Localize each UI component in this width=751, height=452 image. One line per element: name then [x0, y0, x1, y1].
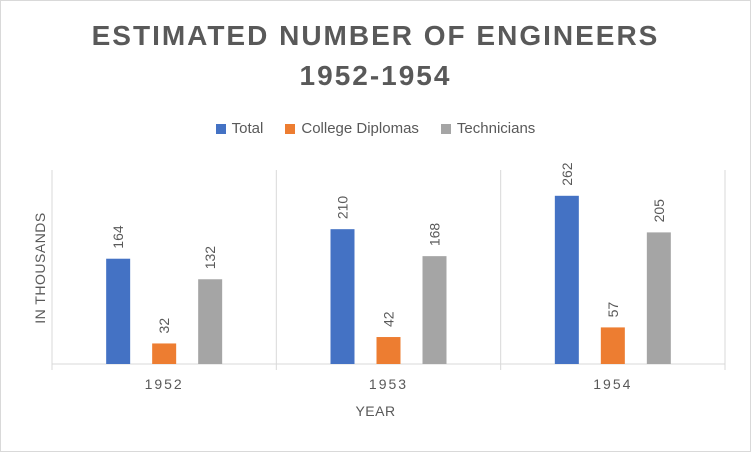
data-label-technicians-1953: 168	[427, 223, 443, 247]
bar-college-diplomas-1954	[600, 327, 625, 364]
legend-item-total: Total	[215, 120, 264, 137]
data-label-technicians-1954: 205	[651, 199, 667, 223]
bar-college-diplomas-1953	[376, 337, 401, 364]
x-tick-label-1954: 1954	[593, 376, 632, 392]
data-label-total-1953: 210	[335, 196, 351, 220]
y-axis-label: IN THOUSANDS	[32, 212, 48, 324]
chart-legend: Total College Diplomas Technicians	[0, 120, 751, 137]
bar-total-1952	[106, 258, 131, 364]
legend-item-technicians: Technicians	[440, 120, 536, 137]
data-label-college-diplomas-1952: 32	[156, 318, 172, 334]
bar-total-1954	[554, 195, 579, 364]
legend-label-technicians: Technicians	[456, 120, 536, 137]
bar-technicians-1952	[198, 279, 223, 364]
x-tick-label-1953: 1953	[369, 376, 408, 392]
legend-label-college-diplomas: College Diplomas	[301, 120, 419, 137]
bar-technicians-1954	[646, 232, 671, 364]
data-label-college-diplomas-1954: 57	[605, 302, 621, 318]
x-tick-label-1952: 1952	[145, 376, 184, 392]
legend-label-total: Total	[231, 120, 264, 137]
data-label-total-1952: 164	[110, 225, 126, 249]
legend-swatch-college-diplomas	[285, 123, 296, 134]
legend-swatch-technicians	[440, 123, 451, 134]
data-label-technicians-1952: 132	[202, 246, 218, 270]
x-axis-label: YEAR	[355, 403, 396, 419]
data-label-college-diplomas-1953: 42	[381, 311, 397, 327]
legend-item-college-diplomas: College Diplomas	[285, 120, 419, 137]
bar-total-1953	[330, 229, 355, 364]
chart-title-line-1: ESTIMATED NUMBER OF ENGINEERS	[91, 20, 660, 51]
data-label-total-1954: 262	[559, 162, 575, 186]
chart-title-line-2: 1952-1954	[299, 60, 452, 91]
legend-swatch-total	[215, 123, 226, 134]
bar-technicians-1953	[422, 256, 447, 364]
bar-college-diplomas-1952	[152, 343, 177, 364]
